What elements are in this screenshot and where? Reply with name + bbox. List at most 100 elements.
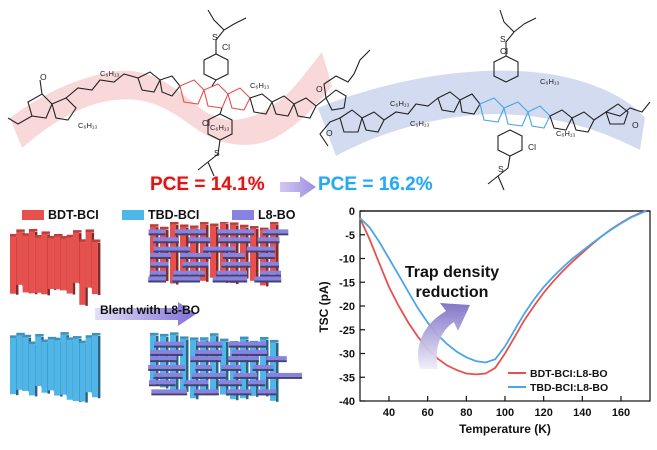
molecule-rod [153,246,191,251]
molecule-rod [153,372,183,377]
molecule-rod [240,226,246,278]
molecule-rod-top [22,233,32,236]
y-tick-label: -15 [339,277,355,289]
molecule-rod [259,270,282,275]
bdt-bci-highlight [10,52,332,148]
molecule-structures: Cl Cl S S O O C₆H₁₃ C₆H₁₃ C₆H₁₃ C₆H₁₃ Cl… [7,9,651,191]
molecule-rod-side [246,339,249,400]
molecule-rod-top [250,226,259,229]
hexyl-label: C₆H₁₃ [410,119,429,128]
molecule-rod [183,380,209,385]
molecule-rod-top [270,339,279,343]
molecule-rod-top [170,222,179,225]
molecule-rod [252,364,274,369]
molecule-rod-side [193,393,219,396]
molecule-rod-top [160,226,169,230]
hexyl-label: C₆H₁₃ [556,129,575,138]
molecule-rod-side [218,241,251,244]
chlorine-label: Cl [202,118,210,128]
hexyl-label: C₆H₁₃ [250,81,269,90]
molecule-rod [218,237,251,242]
legend-label: TBD-BCI [148,208,200,222]
molecule-rod [54,339,61,396]
morphology-illustration [10,222,303,403]
pce-tbd-bci: PCE = 16.2% [318,174,433,195]
y-tick-label: -30 [339,349,355,361]
molecule-rod-top [260,227,269,231]
oxygen-label: O [40,72,47,82]
molecule-rod-side [216,226,219,279]
molecule-rod-top [190,337,199,340]
molecule-rod-top [260,336,269,340]
molecule-rod-top [41,339,50,342]
x-tick-label: 60 [422,407,434,419]
molecule-rod [79,241,86,305]
molecule-rod-side [176,335,179,391]
molecule-rod [210,335,216,394]
molecule-rod-top [66,234,76,238]
molecule-rod [257,237,280,242]
molecule-rod-side [190,360,221,363]
molecule-rod-top [60,236,69,239]
molecule-rod-top [16,332,25,336]
x-tick-label: 160 [612,407,630,419]
molecule-rod-side [148,280,167,283]
molecule-rod-side [195,353,223,356]
molecule-rod-side [262,233,289,236]
tsc-chart: 40 60 80 100 120 140 160 0 -5 -10 -15 -20 -25 -30 -35 -… [317,206,651,436]
molecule-rod-side [195,368,213,371]
y-axis-label: TSC (pA) [317,281,331,332]
molecule-rod [148,276,167,281]
molecule-rod [16,334,23,390]
molecule-rod-side [252,368,274,371]
molecule-rod-side [221,265,251,268]
molecule-rod [254,276,282,281]
chlorine-label: Cl [500,46,508,56]
molecule-rod-top [73,336,82,339]
bdt-bci-blend-film [148,222,289,287]
molecule-rod [153,237,179,242]
molecule-rod-side [153,376,183,379]
molecule-rod-side [260,265,279,268]
molecule-rod [35,237,42,293]
molecule-rod [79,342,86,402]
molecule-rod-side [151,393,188,396]
molecule-rod-side [180,256,212,259]
molecule-rod-top [10,335,19,338]
molecule-rod [150,261,169,266]
molecule-rod-side [191,376,227,379]
molecule-rod-side [174,233,206,236]
molecule-rod-side [97,242,101,296]
molecule-rod [203,246,236,251]
molecule-rod-side [226,393,252,396]
x-axis-label: Temperature (K) [459,422,551,436]
molecule-rod [91,334,98,398]
molecule-rod [266,372,303,377]
molecule-rod [41,233,48,295]
molecule-rod [22,336,29,391]
molecule-rod-top [200,337,209,340]
molecule-rod-top [85,229,95,232]
molecule-rod [257,389,277,394]
molecule-rod [73,232,79,283]
y-tick-label: 0 [349,206,355,218]
molecule-rod [35,335,42,386]
legend-tbd-bci: TBD-BCI [122,208,199,222]
molecule-rod-side [186,227,189,279]
molecule-rod [200,223,206,281]
molecule-rod-side [176,224,179,285]
molecule-rod [148,364,186,369]
molecule-rod-side [233,376,258,379]
y-tick-label: -35 [339,372,355,384]
hexyl-label: C₆H₁₃ [540,77,559,86]
y-tick-label: -5 [345,230,355,242]
chlorine-label: Cl [222,42,230,52]
molecule-rod-side [150,360,177,363]
tbd-bci-blend-film [148,332,303,402]
molecule-rod-top [220,338,229,342]
molecule-rod-top [79,340,88,344]
molecule-rod-top [210,223,219,227]
chlorine-label: Cl [528,142,536,152]
molecule-rod [16,231,23,285]
legend-swatch [22,210,44,220]
